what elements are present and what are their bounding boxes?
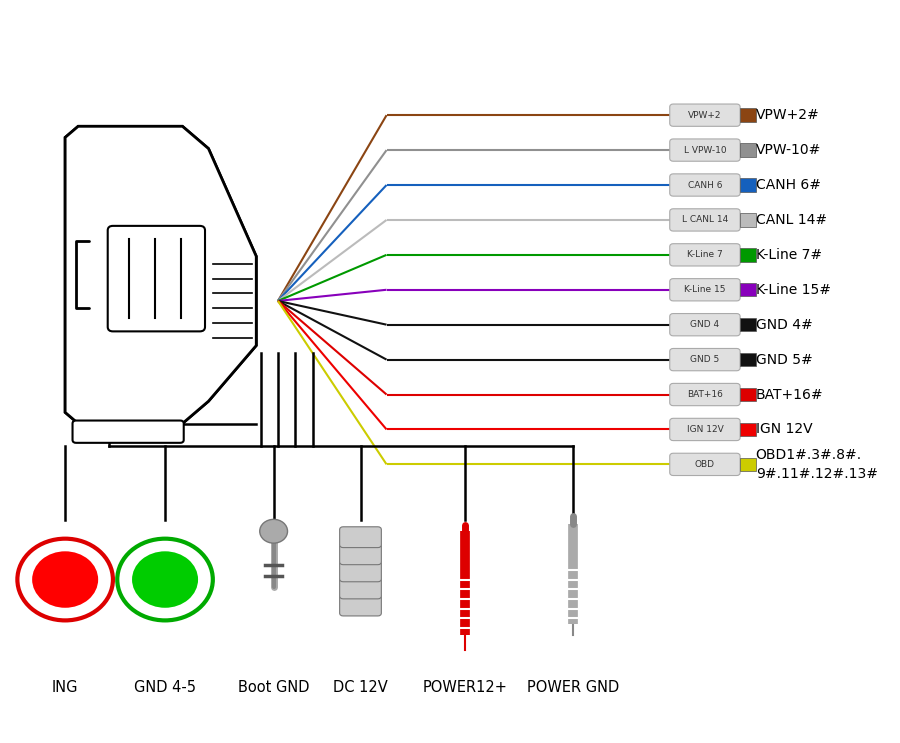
- FancyBboxPatch shape: [670, 383, 740, 406]
- PathPatch shape: [65, 126, 256, 424]
- Text: L CANL 14: L CANL 14: [682, 215, 728, 224]
- Text: 9#.11#.12#.13#: 9#.11#.12#.13#: [756, 467, 878, 481]
- FancyBboxPatch shape: [670, 418, 740, 441]
- Text: Boot GND: Boot GND: [238, 680, 310, 695]
- Circle shape: [32, 551, 98, 608]
- Text: CANH 6: CANH 6: [688, 181, 722, 189]
- Text: IGN 12V: IGN 12V: [756, 423, 813, 436]
- FancyBboxPatch shape: [670, 209, 740, 231]
- FancyBboxPatch shape: [670, 104, 740, 126]
- Text: VPW-10#: VPW-10#: [756, 143, 821, 157]
- Text: K-Line 15#: K-Line 15#: [756, 283, 831, 296]
- FancyBboxPatch shape: [339, 544, 382, 565]
- Text: GND 5: GND 5: [690, 355, 720, 364]
- Bar: [740, 213, 756, 227]
- Bar: [740, 178, 756, 192]
- Bar: [740, 353, 756, 366]
- Text: BAT+16: BAT+16: [687, 390, 723, 399]
- Circle shape: [132, 551, 198, 608]
- Bar: [740, 283, 756, 296]
- Text: BAT+16#: BAT+16#: [756, 388, 824, 401]
- FancyBboxPatch shape: [339, 595, 382, 616]
- FancyBboxPatch shape: [339, 527, 382, 548]
- Bar: [740, 248, 756, 262]
- FancyBboxPatch shape: [670, 314, 740, 336]
- Text: GND 5#: GND 5#: [756, 353, 813, 366]
- Text: VPW+2: VPW+2: [688, 111, 722, 120]
- Circle shape: [260, 519, 287, 543]
- FancyBboxPatch shape: [670, 174, 740, 196]
- Bar: [740, 318, 756, 331]
- Text: CANH 6#: CANH 6#: [756, 178, 821, 192]
- FancyBboxPatch shape: [108, 226, 205, 331]
- FancyBboxPatch shape: [670, 453, 740, 476]
- Text: GND 4#: GND 4#: [756, 318, 813, 331]
- FancyBboxPatch shape: [670, 279, 740, 301]
- Text: L VPW-10: L VPW-10: [684, 146, 726, 155]
- Bar: [740, 388, 756, 401]
- PathPatch shape: [65, 126, 256, 424]
- Text: K-Line 7: K-Line 7: [687, 250, 723, 259]
- FancyBboxPatch shape: [339, 578, 382, 599]
- Circle shape: [17, 539, 112, 620]
- Text: VPW+2#: VPW+2#: [756, 108, 820, 122]
- FancyBboxPatch shape: [73, 421, 184, 443]
- FancyBboxPatch shape: [670, 139, 740, 161]
- Text: IGN 12V: IGN 12V: [687, 425, 724, 434]
- Polygon shape: [65, 249, 256, 353]
- Text: CANL 14#: CANL 14#: [756, 213, 827, 227]
- FancyBboxPatch shape: [670, 348, 740, 371]
- Text: OBD1#.3#.8#.: OBD1#.3#.8#.: [756, 448, 862, 461]
- Bar: [740, 423, 756, 436]
- FancyBboxPatch shape: [339, 561, 382, 582]
- Bar: [740, 458, 756, 471]
- Text: POWER GND: POWER GND: [527, 680, 619, 695]
- Text: GND 4-5: GND 4-5: [134, 680, 196, 695]
- Text: OBD: OBD: [695, 460, 715, 469]
- Text: GND 4: GND 4: [690, 320, 719, 329]
- Circle shape: [117, 539, 212, 620]
- Text: ING: ING: [52, 680, 78, 695]
- Bar: [740, 108, 756, 122]
- Text: DC 12V: DC 12V: [333, 680, 388, 695]
- FancyBboxPatch shape: [670, 244, 740, 266]
- Text: POWER12+: POWER12+: [422, 680, 508, 695]
- Text: K-Line 15: K-Line 15: [684, 285, 725, 294]
- Text: K-Line 7#: K-Line 7#: [756, 248, 822, 262]
- Bar: [740, 143, 756, 157]
